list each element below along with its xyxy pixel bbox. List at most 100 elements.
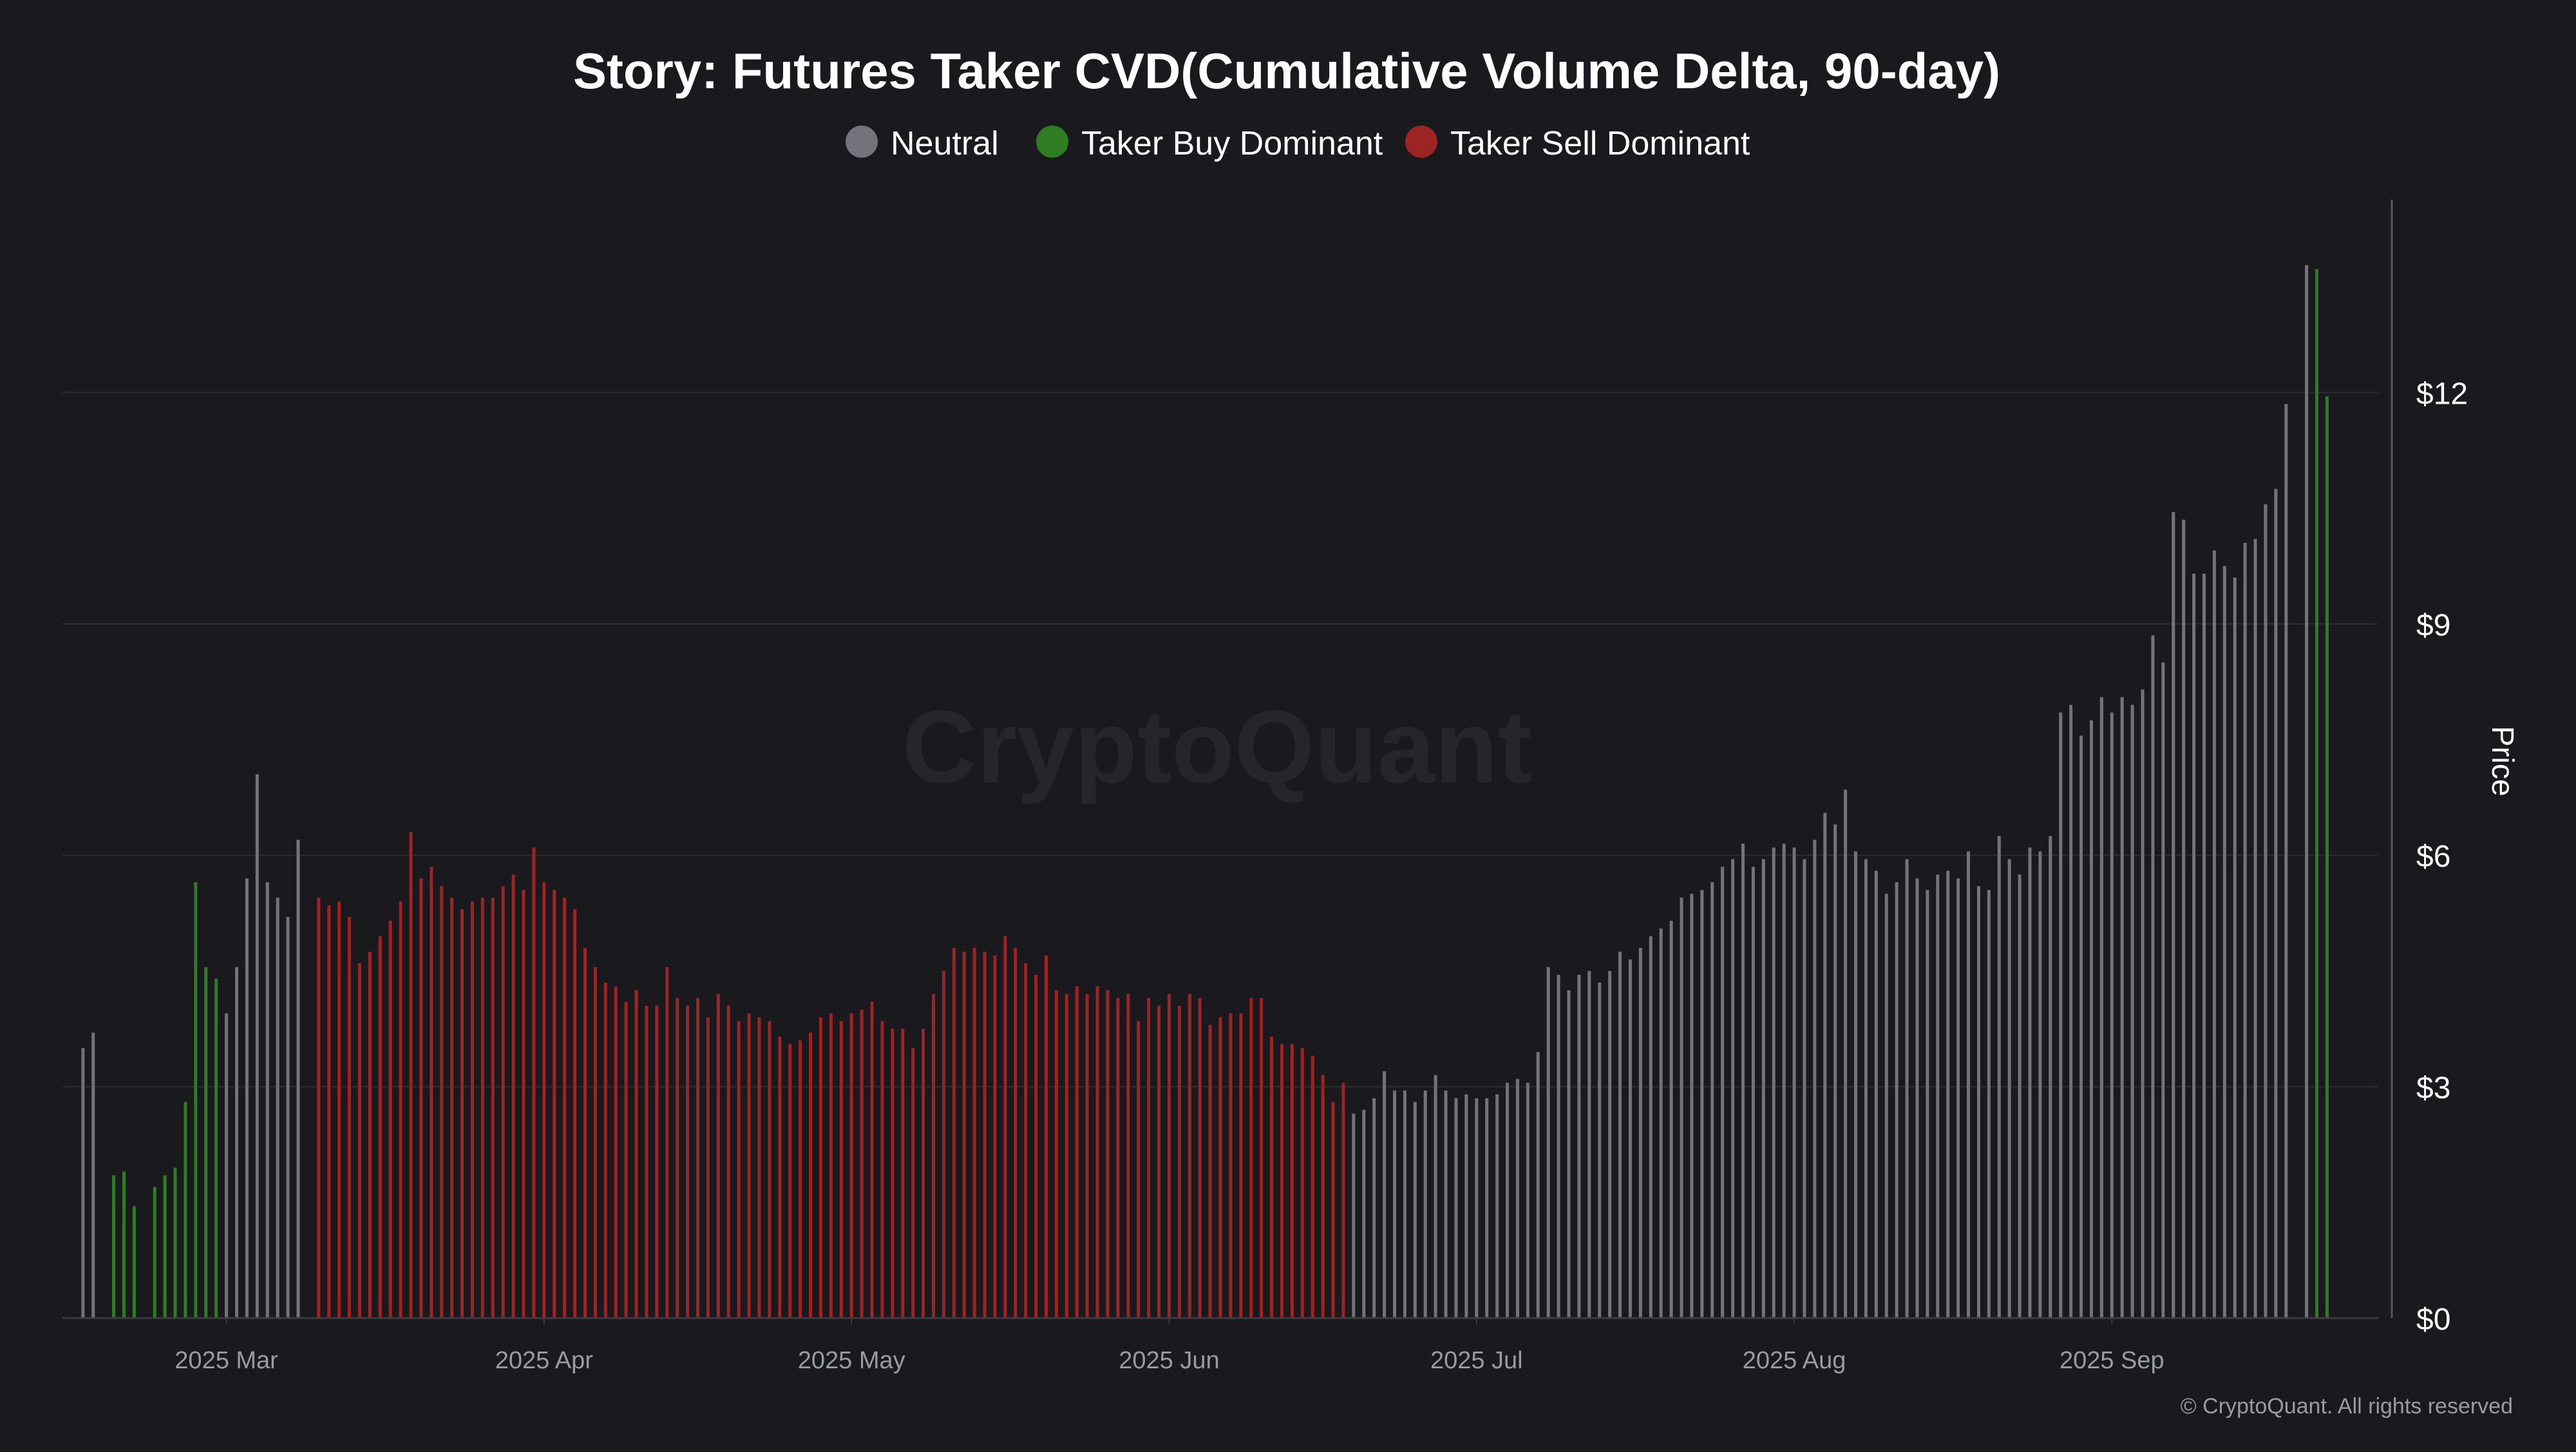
bar	[1095, 986, 1099, 1318]
bar	[1751, 867, 1755, 1318]
bar	[593, 966, 597, 1318]
bar	[357, 963, 361, 1318]
bar	[1967, 851, 1971, 1318]
bar	[430, 867, 433, 1318]
bar	[809, 1032, 813, 1318]
bar	[542, 882, 546, 1318]
bar	[409, 832, 413, 1318]
bar	[2264, 504, 2268, 1318]
bar	[1844, 789, 1848, 1318]
x-tick-label: 2025 Jul	[1430, 1347, 1523, 1374]
grid-lines	[62, 391, 2378, 1088]
bar	[1649, 936, 1653, 1318]
bar	[1926, 890, 1929, 1318]
bar	[2028, 847, 2032, 1318]
bar	[1936, 874, 1940, 1318]
bar	[1721, 867, 1725, 1318]
bar	[1946, 871, 1950, 1318]
y-tick-label: $12	[2416, 377, 2468, 411]
bar	[2018, 874, 2022, 1318]
bar	[1680, 898, 1683, 1318]
bar	[1249, 997, 1253, 1318]
bar	[450, 898, 454, 1318]
legend-item[interactable]: Taker Buy Dominant	[1036, 125, 1383, 162]
watermark: CryptoQuant	[902, 689, 1532, 804]
bar	[839, 1021, 843, 1318]
bar	[1587, 970, 1591, 1318]
bar	[1546, 966, 1550, 1318]
bar	[1618, 951, 1622, 1318]
bar	[522, 890, 526, 1318]
bar	[1506, 1082, 1510, 1318]
bar	[1608, 970, 1612, 1318]
bar	[2130, 704, 2134, 1318]
bar	[1362, 1109, 1366, 1318]
bar	[993, 955, 997, 1318]
bar	[2049, 836, 2052, 1318]
bar	[1372, 1098, 1376, 1318]
bar	[2110, 712, 2114, 1318]
x-tick-label: 2025 Mar	[175, 1347, 278, 1374]
bar	[1003, 936, 1007, 1318]
bar	[501, 886, 505, 1318]
bar	[1987, 890, 1991, 1318]
bar	[2305, 265, 2309, 1319]
bar	[327, 905, 331, 1318]
bar	[2079, 735, 2083, 1318]
bar	[2274, 489, 2278, 1318]
bar	[1311, 1055, 1314, 1318]
legend-marker	[846, 126, 878, 158]
x-tick-label: 2025 Apr	[495, 1347, 593, 1374]
bar	[1638, 947, 1642, 1318]
y-axis-label: Price	[2485, 726, 2519, 796]
bar	[1864, 859, 1868, 1318]
bar	[1331, 1102, 1335, 1318]
bar	[2222, 566, 2226, 1318]
bar	[2069, 704, 2073, 1318]
bar	[1454, 1098, 1458, 1318]
bar	[214, 978, 218, 1318]
bar	[1188, 994, 1191, 1318]
bar	[1526, 1082, 1530, 1318]
bar	[255, 774, 259, 1318]
bar	[194, 882, 198, 1318]
bar	[1157, 1005, 1161, 1318]
bar	[173, 1167, 177, 1318]
y-tick-label: $3	[2416, 1071, 2450, 1106]
bar	[1147, 997, 1151, 1318]
bar	[624, 1001, 628, 1318]
bar	[1567, 990, 1571, 1318]
bar	[2172, 512, 2175, 1318]
bar	[655, 1005, 659, 1318]
bar	[1577, 974, 1581, 1318]
bar	[81, 1048, 85, 1318]
legend-label: Neutral	[891, 125, 999, 162]
legend-item[interactable]: Neutral	[846, 125, 999, 162]
bar	[1495, 1094, 1499, 1318]
bar	[1085, 994, 1089, 1318]
bar	[1014, 947, 1018, 1318]
bar	[2202, 573, 2206, 1318]
bar	[972, 947, 976, 1318]
bar	[296, 840, 300, 1318]
bar	[1669, 921, 1673, 1318]
bar	[2151, 635, 2155, 1318]
bar	[1813, 840, 1817, 1318]
bar	[1997, 836, 2001, 1318]
bar	[1485, 1098, 1489, 1318]
bar	[132, 1206, 136, 1318]
bar	[2192, 573, 2196, 1318]
bar	[460, 909, 464, 1318]
bar	[983, 951, 987, 1318]
bar	[1434, 1075, 1437, 1318]
bar	[286, 917, 290, 1318]
x-tick-label: 2025 Aug	[1743, 1347, 1846, 1374]
bar	[799, 1040, 802, 1318]
axes: $0 $3 $6 $9 $12 2025 Mar 2025 Apr 2025 May 2025 …	[62, 200, 2468, 1374]
bar	[337, 901, 341, 1318]
bar	[1690, 894, 1694, 1318]
legend-item[interactable]: Taker Sell Dominant	[1405, 125, 1750, 162]
bar	[1628, 959, 1632, 1318]
bar	[1280, 1044, 1283, 1318]
